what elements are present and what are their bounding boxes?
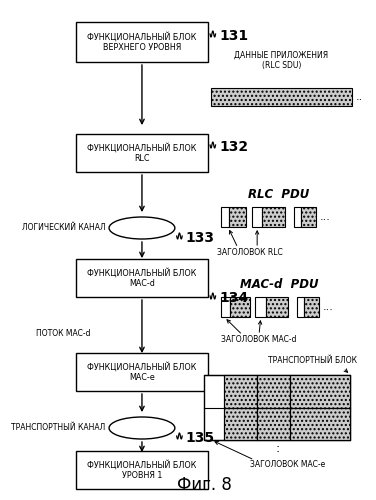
Bar [221, 297, 230, 317]
Bar [76, 22, 208, 62]
Text: ФУНКЦИОНАЛЬНЫЙ БЛОК
УРОВНЯ 1: ФУНКЦИОНАЛЬНЫЙ БЛОК УРОВНЯ 1 [87, 460, 197, 480]
Text: ЗАГОЛОВОК MAC-е: ЗАГОЛОВОК MAC-е [250, 460, 325, 469]
Bar [229, 207, 246, 227]
Text: ДАННЫЕ ПРИЛОЖЕНИЯ
(RLC SDU): ДАННЫЕ ПРИЛОЖЕНИЯ (RLC SDU) [234, 50, 329, 70]
Bar [290, 408, 350, 440]
Bar [257, 375, 290, 408]
Bar [204, 375, 350, 440]
Bar [76, 134, 208, 172]
Bar [301, 207, 316, 227]
Text: 131: 131 [219, 29, 248, 43]
Text: RLC  PDU: RLC PDU [249, 188, 310, 202]
Text: ЛОГИЧЕСКИЙ КАНАЛ: ЛОГИЧЕСКИЙ КАНАЛ [22, 224, 105, 232]
Text: ТРАНСПОРТНЫЙ БЛОК: ТРАНСПОРТНЫЙ БЛОК [268, 356, 357, 365]
Text: 135: 135 [186, 431, 215, 445]
Bar [290, 375, 350, 408]
Text: 134: 134 [219, 291, 248, 305]
Bar [301, 207, 316, 227]
Bar [76, 353, 208, 391]
Text: Фиг. 8: Фиг. 8 [177, 476, 232, 494]
Text: 133: 133 [186, 231, 215, 245]
Text: 132: 132 [219, 140, 248, 154]
Bar [224, 375, 257, 408]
Bar [290, 408, 350, 440]
Text: ПОТОК MAC-d: ПОТОК MAC-d [36, 328, 90, 338]
Ellipse shape [109, 217, 175, 239]
Bar [262, 207, 285, 227]
Bar [221, 207, 229, 227]
Bar [229, 207, 246, 227]
Bar [257, 408, 290, 440]
Ellipse shape [109, 417, 175, 439]
Bar [297, 297, 305, 317]
Bar [211, 88, 352, 106]
Bar [230, 297, 250, 317]
Text: ФУНКЦИОНАЛЬНЫЙ БЛОК
MAC-d: ФУНКЦИОНАЛЬНЫЙ БЛОК MAC-d [87, 268, 197, 288]
Bar [224, 408, 257, 440]
Text: :: : [275, 442, 279, 454]
Bar [305, 297, 319, 317]
Text: ЗАГОЛОВОК MAC-d: ЗАГОЛОВОК MAC-d [221, 335, 297, 344]
Bar [257, 408, 290, 440]
Text: ТРАНСПОРТНЫЙ КАНАЛ: ТРАНСПОРТНЫЙ КАНАЛ [11, 424, 105, 432]
Bar [266, 297, 288, 317]
Bar [252, 207, 262, 227]
Bar [262, 207, 285, 227]
Bar [255, 297, 266, 317]
Text: ..: .. [356, 92, 363, 102]
Text: ...: ... [319, 212, 330, 222]
Text: ЗАГОЛОВОК RLC: ЗАГОЛОВОК RLC [217, 248, 283, 257]
Bar [211, 88, 352, 106]
Text: MAC-d  PDU: MAC-d PDU [240, 278, 318, 291]
Bar [257, 375, 290, 408]
Bar [305, 297, 319, 317]
Bar [224, 408, 257, 440]
Bar [76, 259, 208, 297]
Bar [230, 297, 250, 317]
Bar [290, 375, 350, 408]
Bar [224, 375, 257, 408]
Text: ...: ... [323, 302, 334, 312]
Bar [294, 207, 301, 227]
Bar [266, 297, 288, 317]
Bar [76, 451, 208, 489]
Text: ФУНКЦИОНАЛЬНЫЙ БЛОК
RLC: ФУНКЦИОНАЛЬНЫЙ БЛОК RLC [87, 143, 197, 163]
Text: ФУНКЦИОНАЛЬНЫЙ БЛОК
ВЕРХНЕГО УРОВНЯ: ФУНКЦИОНАЛЬНЫЙ БЛОК ВЕРХНЕГО УРОВНЯ [87, 32, 197, 52]
Text: ФУНКЦИОНАЛЬНЫЙ БЛОК
MAC-e: ФУНКЦИОНАЛЬНЫЙ БЛОК MAC-e [87, 362, 197, 382]
